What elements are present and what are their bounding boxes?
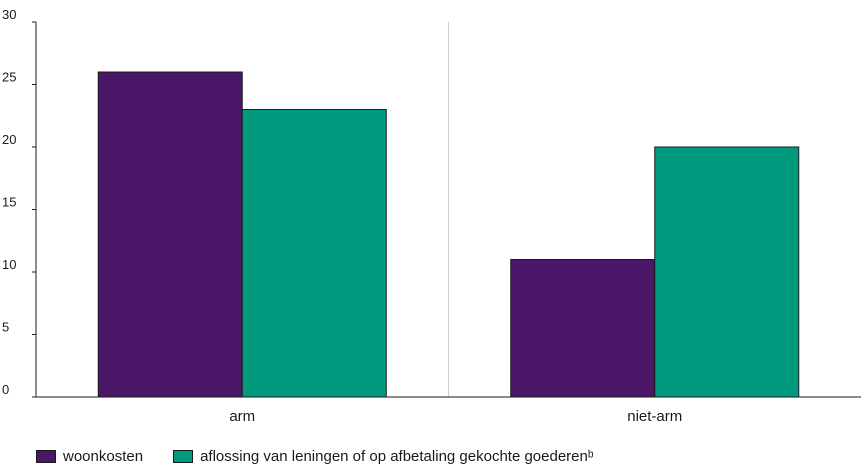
y-tick-label: 30 (2, 7, 16, 22)
legend-item-woonkosten: woonkosten (36, 448, 143, 465)
y-tick-label: 15 (2, 195, 16, 210)
legend-label-aflossing: aflossing van leningen of op afbetaling … (200, 448, 594, 465)
legend-swatch-aflossing (173, 450, 194, 463)
bar-niet-arm-series-1 (654, 146, 800, 398)
legend-item-aflossing: aflossing van leningen of op afbetaling … (173, 448, 594, 465)
y-tick-label: 0 (2, 382, 9, 397)
y-tick-label: 20 (2, 132, 16, 147)
y-tick-label: 10 (2, 257, 16, 272)
bar-arm-series-0 (97, 71, 243, 398)
bar-niet-arm-series-0 (510, 259, 656, 398)
bar-arm-series-1 (241, 109, 387, 398)
y-tick-label: 5 (2, 320, 9, 335)
legend: woonkosten aflossing van leningen of op … (36, 448, 624, 465)
y-tick-label: 25 (2, 70, 16, 85)
x-tick-label: niet-arm (627, 408, 682, 425)
bars-layer (97, 71, 800, 398)
legend-swatch-woonkosten (36, 450, 56, 463)
x-tick-label: arm (229, 408, 255, 425)
axis-layer: arm niet-arm 0 5 10 15 20 25 30 (2, 7, 861, 425)
legend-label-woonkosten: woonkosten (63, 448, 144, 465)
